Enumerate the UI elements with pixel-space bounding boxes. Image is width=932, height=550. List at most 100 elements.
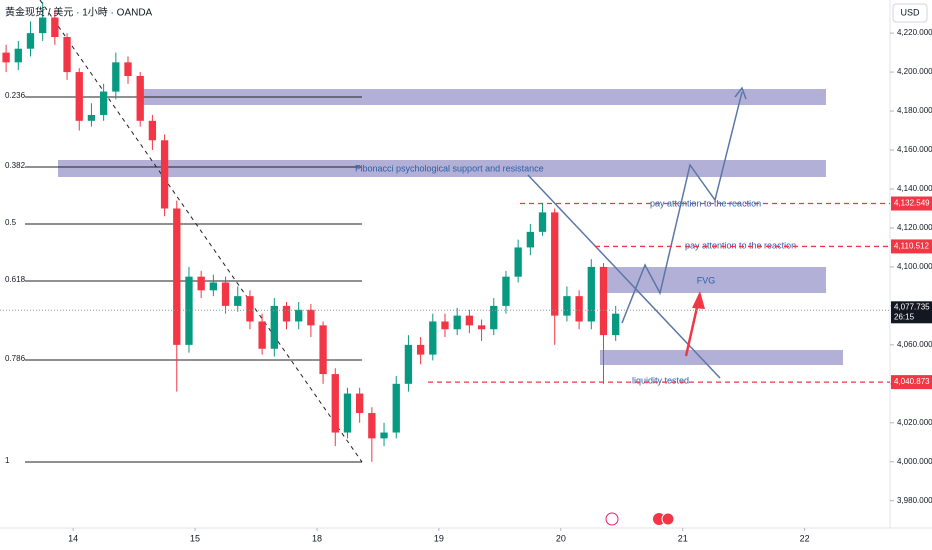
annotation-texts: Fibonacci psychological support and resi… (5, 3, 928, 385)
candle-body (441, 321, 449, 330)
fib-label: 0.5 (5, 218, 17, 227)
candle-body (429, 321, 437, 355)
candle-body (331, 374, 339, 433)
x-tick-label: 14 (68, 533, 78, 543)
y-tick-label: 4,140.000 (897, 184, 932, 193)
zone (600, 267, 826, 293)
x-tick-label: 21 (678, 533, 688, 543)
event-icon[interactable] (661, 512, 675, 526)
candle-body (295, 309, 303, 322)
level-label: 4,040.873 (894, 377, 930, 386)
level-label-box (891, 239, 932, 254)
candle-body (319, 325, 327, 375)
currency: USD (900, 7, 920, 17)
fib-label: 0.786 (5, 354, 26, 363)
candle-body (380, 432, 388, 439)
x-tick-label: 19 (434, 533, 444, 543)
axes: 3,980.0004,000.0004,020.0004,040.0004,06… (0, 28, 932, 543)
candle-body (124, 62, 132, 76)
annotation: liquidity tested (632, 375, 689, 385)
candle-body (538, 212, 547, 232)
zone (600, 350, 843, 365)
candle-body (185, 276, 193, 345)
candle-body (258, 321, 266, 349)
candle-body (26, 33, 35, 49)
candle-body (343, 393, 352, 433)
candle-body (197, 276, 205, 291)
candle-body (490, 305, 498, 330)
annotation: FVG (697, 275, 716, 285)
candle-body (612, 313, 620, 336)
arrow-head (734, 86, 747, 100)
candle-body (160, 140, 169, 209)
level-label: 4,110.512 (894, 242, 930, 251)
x-tick-label: 20 (556, 533, 566, 543)
candle-body (514, 247, 522, 277)
projection (621, 91, 743, 324)
y-tick-label: 4,120.000 (897, 223, 932, 232)
drawings (527, 86, 747, 526)
candle-body (112, 62, 120, 92)
candles (2, 1, 620, 462)
candle-body (307, 309, 315, 326)
candle-body (599, 266, 608, 336)
y-tick-label: 4,220.000 (897, 28, 932, 37)
red-arrow-head (692, 291, 705, 309)
currency-box[interactable] (892, 3, 928, 23)
level-label-box (891, 375, 932, 390)
zones (58, 89, 843, 365)
event-icon[interactable] (653, 513, 665, 525)
y-tick-label: 4,000.000 (897, 457, 932, 466)
candle-body (51, 17, 59, 38)
fib-label: 0.382 (5, 161, 26, 170)
y-tick-label: 4,180.000 (897, 106, 932, 115)
level-label: 4,132.549 (894, 199, 930, 208)
event-icon[interactable] (605, 512, 619, 526)
zone (140, 89, 826, 105)
candle-body (87, 114, 96, 121)
y-tick-label: 4,060.000 (897, 340, 932, 349)
candle-body (234, 296, 242, 306)
candle-body (282, 305, 291, 322)
fib-label: 1 (5, 456, 10, 465)
candle-body (99, 91, 108, 115)
candle-body (75, 72, 83, 121)
candle-body (526, 231, 534, 248)
y-tick-label: 4,100.000 (897, 262, 932, 271)
level-label-box (891, 196, 932, 211)
x-tick-label: 22 (800, 533, 810, 543)
candle-body (14, 48, 22, 63)
candle-body (270, 305, 278, 349)
countdown: 26:15 (894, 312, 915, 321)
fib-label: 0.236 (5, 91, 26, 100)
candle-body (416, 344, 425, 355)
last-price-label: 4,077.735 (894, 302, 930, 311)
candle-body (575, 296, 583, 322)
candle-body (502, 276, 510, 306)
y-tick-label: 4,020.000 (897, 418, 932, 427)
x-tick-label: 15 (190, 533, 200, 543)
candle-body (356, 393, 364, 414)
annotation: Fibonacci psychological support and resi… (355, 163, 544, 173)
last-price-box (891, 301, 932, 324)
candle-body (39, 17, 47, 34)
candle-body (368, 413, 376, 439)
candle-body (2, 52, 10, 63)
candle-body (587, 266, 595, 322)
candle-body (465, 315, 474, 326)
y-tick-label: 3,980.000 (897, 496, 932, 505)
y-tick-label: 4,160.000 (897, 145, 932, 154)
candle-body (136, 75, 144, 121)
candle-body (148, 120, 157, 141)
header: 黄金现货 / 美元 · 1小時 · OANDA (5, 6, 153, 19)
x-tick-label: 18 (312, 533, 322, 543)
fib-labels: 0.236 0.382 0.5 0.618 0.786 1 (5, 91, 26, 465)
candle-body (209, 282, 218, 291)
candle-body (246, 296, 254, 322)
annotation: pay attention to the reaction (685, 240, 796, 250)
y-tick-label: 4,200.000 (897, 67, 932, 76)
candle-body (63, 37, 71, 73)
candle-body (477, 325, 486, 330)
